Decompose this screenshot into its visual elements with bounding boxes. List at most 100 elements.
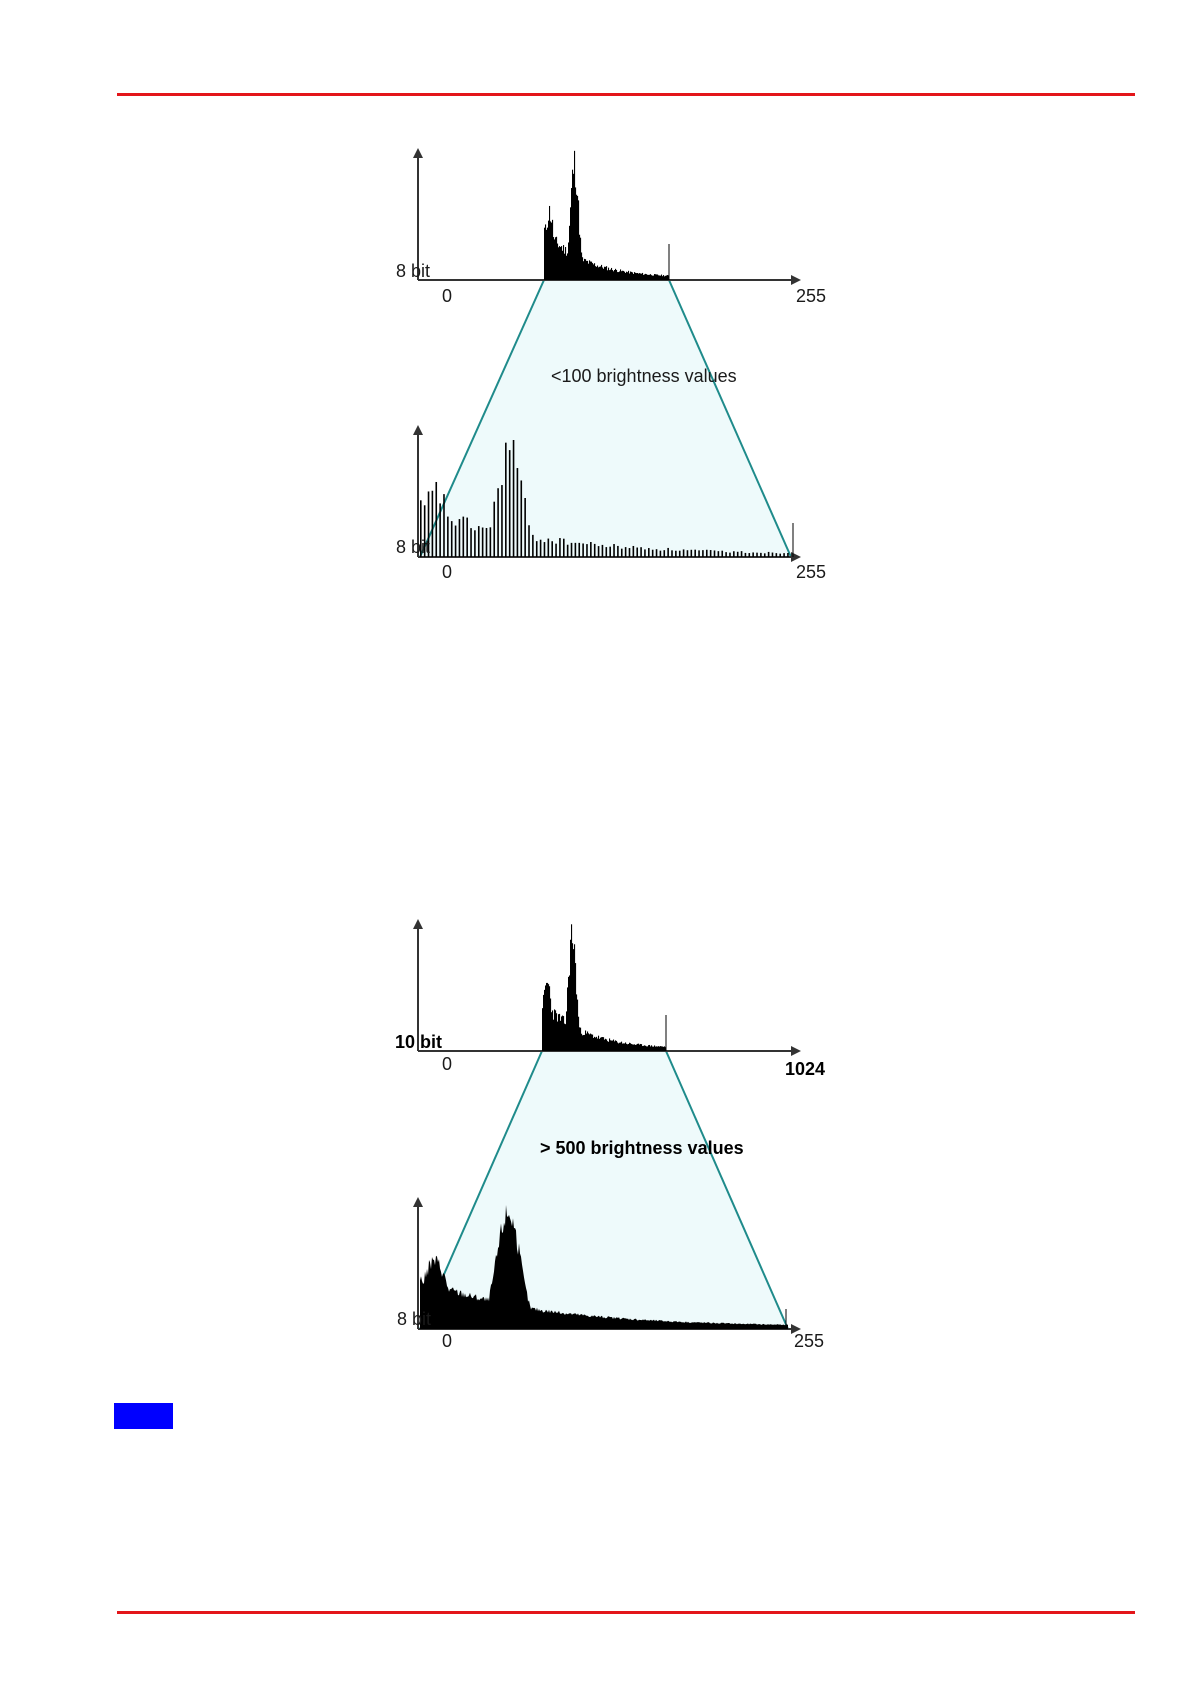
histogram-bar — [549, 986, 551, 1051]
histogram-bar — [559, 538, 561, 557]
histogram-bar — [561, 1016, 563, 1051]
histogram-figure-10bit: 10 bit 0 1024 > 500 brightness values 8 … — [370, 898, 870, 1368]
histogram-bar — [605, 266, 607, 280]
histogram-bar — [675, 550, 677, 557]
histogram-bar — [653, 275, 655, 280]
histogram-bar — [584, 258, 586, 280]
histogram-bar — [657, 274, 659, 280]
histogram-bar — [729, 552, 731, 557]
histogram-bar — [564, 1023, 566, 1051]
histogram-bar — [682, 549, 685, 557]
histogram-bar — [558, 1014, 560, 1051]
top-histogram-axes — [413, 148, 801, 285]
histogram-bar — [431, 490, 434, 557]
histogram-bar — [588, 263, 590, 280]
histogram-bar — [658, 275, 660, 280]
histogram-bar — [617, 545, 619, 557]
histogram-bar — [577, 999, 579, 1051]
histogram-bar — [613, 1039, 615, 1051]
histogram-bar — [642, 272, 644, 280]
histogram-bar — [568, 242, 570, 280]
y-axis-arrow — [413, 148, 423, 158]
histogram-bar — [579, 234, 581, 280]
histogram-bar — [528, 525, 530, 557]
histogram-bar — [470, 528, 472, 557]
histogram-bar — [609, 546, 611, 557]
histogram-bar — [646, 274, 648, 280]
histogram-bar — [637, 1043, 639, 1051]
histogram-bar — [586, 260, 588, 280]
histogram-bar — [686, 550, 689, 557]
histogram-bar — [574, 150, 576, 280]
histogram-bar — [578, 1016, 580, 1051]
histogram-bar — [648, 274, 650, 280]
histogram-bar — [520, 480, 523, 557]
histogram-bar — [625, 272, 627, 280]
histogram-bar — [575, 187, 577, 280]
histogram-bar — [604, 1039, 606, 1051]
histogram-bar — [595, 266, 597, 280]
histogram-bar — [663, 1046, 665, 1051]
histogram-bar — [636, 1044, 638, 1051]
histogram-bar — [641, 273, 643, 280]
histogram-bar — [644, 1045, 646, 1051]
histogram-bar — [571, 188, 573, 280]
histogram-bar — [640, 547, 642, 557]
histogram-bar — [450, 521, 453, 557]
histogram-bar — [581, 1033, 583, 1051]
histogram-bar — [771, 552, 774, 557]
histogram-bar — [598, 1035, 600, 1051]
histogram-bar — [553, 1019, 555, 1051]
histogram-bar — [559, 246, 561, 280]
histogram-bar — [639, 273, 641, 280]
histogram-bar — [767, 551, 770, 557]
funnel-right-edge — [668, 279, 792, 558]
histogram-bar — [620, 1042, 622, 1051]
histogram-bar — [582, 543, 584, 557]
histogram-bar — [640, 1043, 642, 1051]
histogram-bar — [779, 553, 782, 557]
histogram-bar — [656, 1046, 658, 1051]
histogram-bar — [619, 271, 621, 280]
histogram-bar — [628, 270, 630, 280]
top-histogram-bars — [542, 924, 667, 1051]
histogram-bar — [477, 526, 480, 557]
histogram-bar — [557, 1021, 559, 1051]
bottom-histogram-x-min-label: 0 — [442, 1331, 453, 1351]
histogram-bar — [574, 542, 577, 557]
bottom-histogram-x-max-label: 255 — [794, 1331, 825, 1351]
histogram-area — [420, 1205, 788, 1329]
histogram-bar — [647, 274, 649, 280]
histogram-bar — [423, 505, 426, 557]
histogram-bar — [610, 1040, 612, 1051]
histogram-bar — [609, 270, 611, 280]
histogram-bar — [592, 1034, 594, 1051]
histogram-bar — [535, 541, 538, 557]
histogram-bar — [551, 541, 553, 557]
histogram-bar — [550, 998, 552, 1051]
histogram-bar — [580, 237, 582, 280]
histogram-bar — [588, 1033, 590, 1051]
histogram-bar — [648, 548, 650, 557]
histogram-bar — [552, 1010, 554, 1051]
histogram-bar — [665, 275, 667, 280]
histogram-bar — [485, 527, 488, 557]
histogram-bar — [595, 1037, 597, 1051]
histogram-bar — [508, 450, 511, 557]
bottom-histogram-bit-label: 8 bit — [396, 537, 431, 557]
histogram-bar — [607, 270, 609, 280]
histogram-bar — [420, 500, 422, 557]
histogram-bar — [678, 550, 681, 557]
histogram-bar — [435, 481, 438, 557]
histogram-bar — [567, 987, 569, 1051]
histogram-bar — [596, 1036, 598, 1051]
histogram-bar — [560, 247, 562, 280]
histogram-bar — [554, 1009, 556, 1051]
histogram-bar — [601, 1037, 603, 1051]
histogram-bar — [560, 1020, 562, 1051]
histogram-bar — [607, 1041, 609, 1051]
histogram-bar — [579, 1027, 581, 1051]
histogram-bar — [572, 169, 574, 280]
histogram-bar — [733, 551, 735, 557]
histogram-bar — [617, 1042, 619, 1051]
